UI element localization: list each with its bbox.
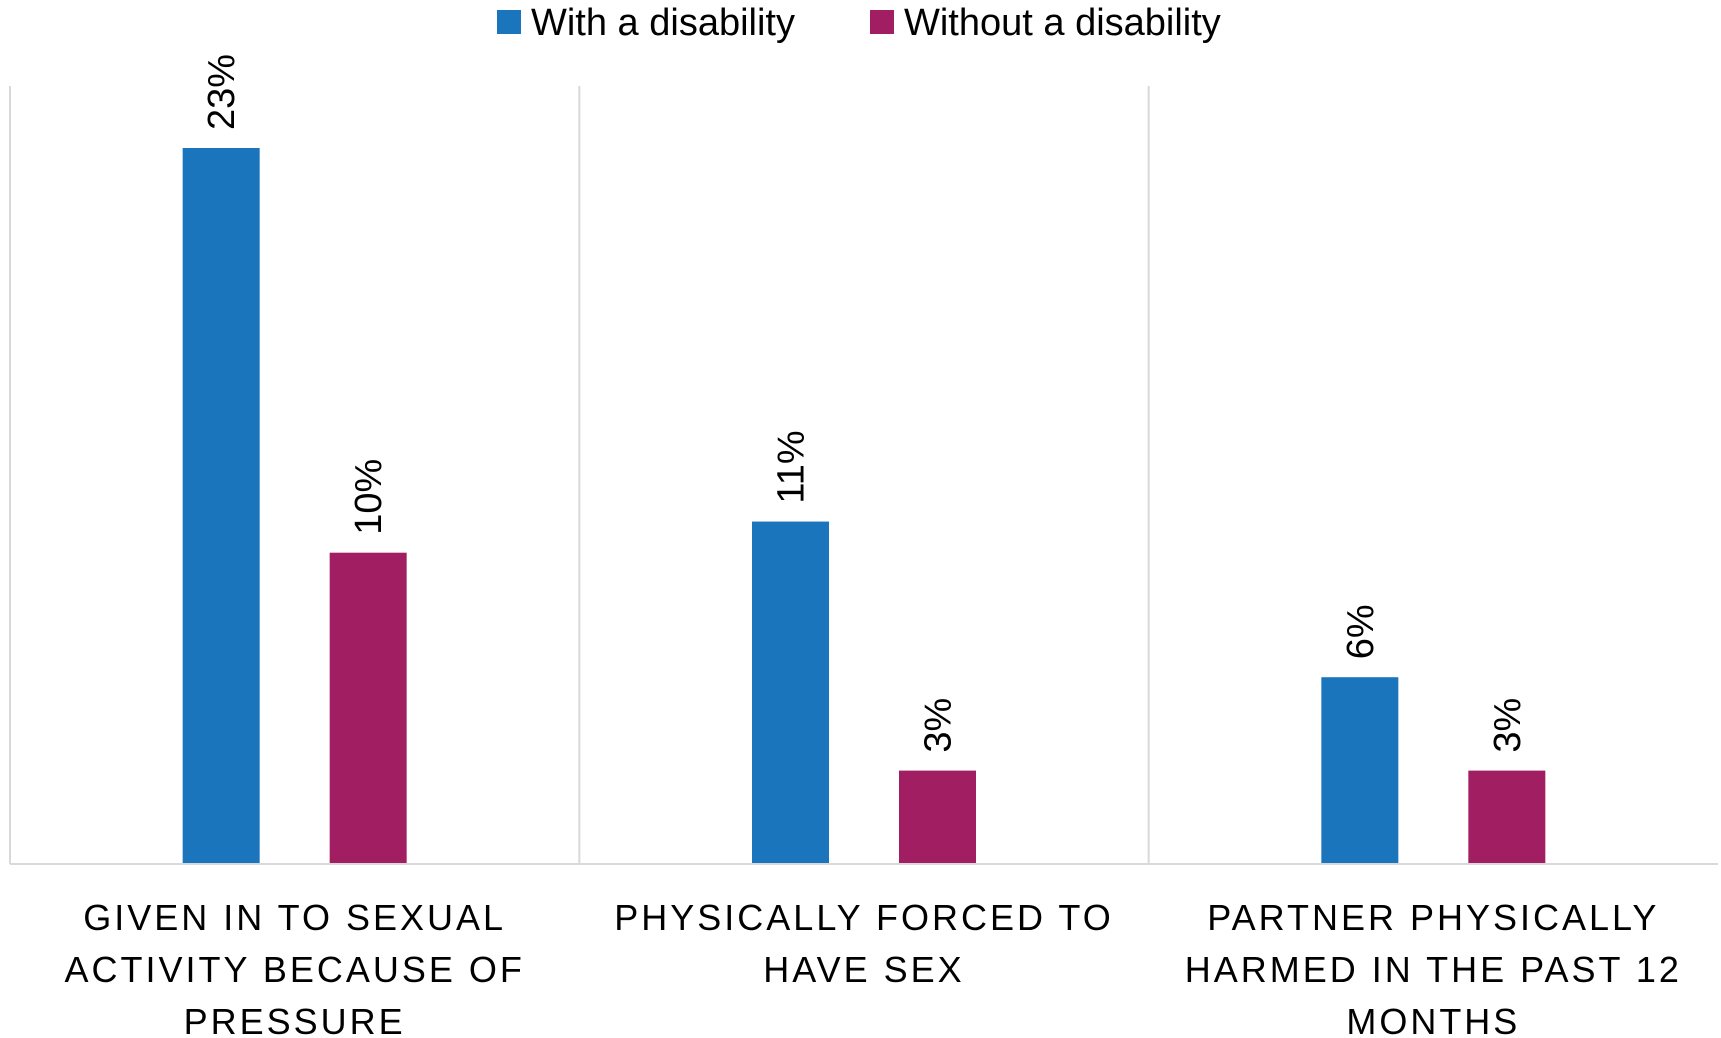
bar [182, 148, 260, 864]
legend-label: With a disability [531, 2, 795, 44]
data-label: 23% [201, 54, 243, 130]
category-label: PHYSICALLY FORCED TO [614, 897, 1113, 938]
legend-swatch [497, 10, 521, 34]
category-label: PARTNER PHYSICALLY [1207, 897, 1659, 938]
legend-label: Without a disability [904, 2, 1221, 44]
category-label: ACTIVITY BECAUSE OF [64, 949, 524, 990]
bar [752, 521, 829, 864]
legend-swatch [870, 10, 894, 34]
bar [899, 770, 976, 864]
data-label: 11% [771, 430, 813, 503]
data-label: 6% [1340, 604, 1382, 659]
data-label: 3% [918, 698, 960, 753]
bar [1321, 677, 1399, 864]
category-label: HAVE SEX [763, 949, 964, 990]
category-label: HARMED IN THE PAST 12 [1185, 949, 1682, 990]
bar [1468, 770, 1546, 864]
bar [329, 552, 407, 864]
category-label: PRESSURE [184, 1001, 406, 1038]
data-label: 3% [1487, 698, 1529, 753]
category-label: GIVEN IN TO SEXUAL [83, 897, 506, 938]
data-label: 10% [348, 459, 390, 535]
category-label: MONTHS [1346, 1001, 1520, 1038]
